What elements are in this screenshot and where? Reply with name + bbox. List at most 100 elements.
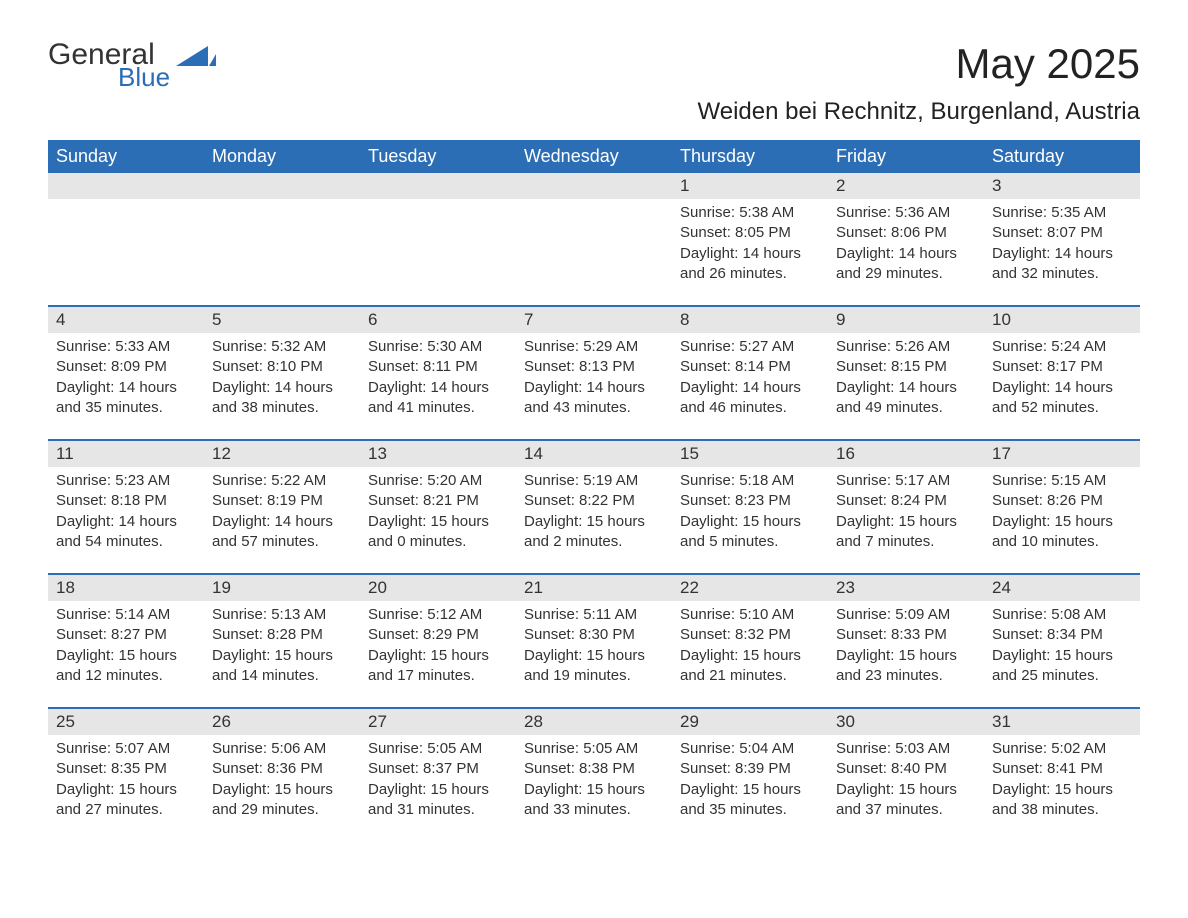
- day-line-sr: Sunrise: 5:05 AM: [524, 739, 664, 759]
- day-line-sr: Sunrise: 5:09 AM: [836, 605, 976, 625]
- day-cell: 1Sunrise: 5:38 AMSunset: 8:05 PMDaylight…: [672, 173, 828, 291]
- day-line-ss: Sunset: 8:19 PM: [212, 491, 352, 511]
- day-line-ss: Sunset: 8:22 PM: [524, 491, 664, 511]
- weekday-thursday: Thursday: [672, 140, 828, 173]
- day-line-sr: Sunrise: 5:06 AM: [212, 739, 352, 759]
- day-line-ss: Sunset: 8:39 PM: [680, 759, 820, 779]
- weekday-monday: Monday: [204, 140, 360, 173]
- day-number: 20: [360, 575, 516, 601]
- day-number: 25: [48, 709, 204, 735]
- day-cell: 15Sunrise: 5:18 AMSunset: 8:23 PMDayligh…: [672, 441, 828, 559]
- day-line-d1: Daylight: 14 hours: [836, 244, 976, 264]
- day-body: Sunrise: 5:06 AMSunset: 8:36 PMDaylight:…: [204, 735, 360, 822]
- day-line-d2: and 32 minutes.: [992, 264, 1132, 284]
- day-number: 16: [828, 441, 984, 467]
- day-cell: 29Sunrise: 5:04 AMSunset: 8:39 PMDayligh…: [672, 709, 828, 827]
- day-cell: 12Sunrise: 5:22 AMSunset: 8:19 PMDayligh…: [204, 441, 360, 559]
- day-line-ss: Sunset: 8:23 PM: [680, 491, 820, 511]
- day-cell: 18Sunrise: 5:14 AMSunset: 8:27 PMDayligh…: [48, 575, 204, 693]
- day-cell: [204, 173, 360, 291]
- day-line-d1: Daylight: 14 hours: [368, 378, 508, 398]
- weekday-header: SundayMondayTuesdayWednesdayThursdayFrid…: [48, 140, 1140, 173]
- day-line-d2: and 57 minutes.: [212, 532, 352, 552]
- day-line-ss: Sunset: 8:28 PM: [212, 625, 352, 645]
- day-cell: 27Sunrise: 5:05 AMSunset: 8:37 PMDayligh…: [360, 709, 516, 827]
- day-number: 7: [516, 307, 672, 333]
- day-line-sr: Sunrise: 5:15 AM: [992, 471, 1132, 491]
- day-body: Sunrise: 5:13 AMSunset: 8:28 PMDaylight:…: [204, 601, 360, 688]
- day-line-ss: Sunset: 8:30 PM: [524, 625, 664, 645]
- day-line-d1: Daylight: 15 hours: [836, 780, 976, 800]
- day-body: Sunrise: 5:36 AMSunset: 8:06 PMDaylight:…: [828, 199, 984, 286]
- day-line-d2: and 29 minutes.: [836, 264, 976, 284]
- day-line-sr: Sunrise: 5:13 AM: [212, 605, 352, 625]
- day-line-ss: Sunset: 8:29 PM: [368, 625, 508, 645]
- day-number: 22: [672, 575, 828, 601]
- day-line-sr: Sunrise: 5:03 AM: [836, 739, 976, 759]
- day-cell: 8Sunrise: 5:27 AMSunset: 8:14 PMDaylight…: [672, 307, 828, 425]
- day-body: Sunrise: 5:03 AMSunset: 8:40 PMDaylight:…: [828, 735, 984, 822]
- day-body: Sunrise: 5:29 AMSunset: 8:13 PMDaylight:…: [516, 333, 672, 420]
- day-cell: 28Sunrise: 5:05 AMSunset: 8:38 PMDayligh…: [516, 709, 672, 827]
- day-line-d1: Daylight: 15 hours: [56, 646, 196, 666]
- day-line-ss: Sunset: 8:07 PM: [992, 223, 1132, 243]
- day-cell: 10Sunrise: 5:24 AMSunset: 8:17 PMDayligh…: [984, 307, 1140, 425]
- day-cell: 9Sunrise: 5:26 AMSunset: 8:15 PMDaylight…: [828, 307, 984, 425]
- day-cell: 23Sunrise: 5:09 AMSunset: 8:33 PMDayligh…: [828, 575, 984, 693]
- day-line-d1: Daylight: 14 hours: [212, 378, 352, 398]
- day-number: 18: [48, 575, 204, 601]
- day-cell: 24Sunrise: 5:08 AMSunset: 8:34 PMDayligh…: [984, 575, 1140, 693]
- day-line-sr: Sunrise: 5:11 AM: [524, 605, 664, 625]
- day-number: 10: [984, 307, 1140, 333]
- day-line-d2: and 29 minutes.: [212, 800, 352, 820]
- day-body: Sunrise: 5:23 AMSunset: 8:18 PMDaylight:…: [48, 467, 204, 554]
- month-title: May 2025: [698, 40, 1141, 88]
- day-line-sr: Sunrise: 5:33 AM: [56, 337, 196, 357]
- week-row: 11Sunrise: 5:23 AMSunset: 8:18 PMDayligh…: [48, 439, 1140, 559]
- day-line-sr: Sunrise: 5:30 AM: [368, 337, 508, 357]
- day-body: Sunrise: 5:04 AMSunset: 8:39 PMDaylight:…: [672, 735, 828, 822]
- day-line-ss: Sunset: 8:35 PM: [56, 759, 196, 779]
- empty-day-bar: [204, 173, 360, 199]
- day-line-ss: Sunset: 8:09 PM: [56, 357, 196, 377]
- day-cell: 17Sunrise: 5:15 AMSunset: 8:26 PMDayligh…: [984, 441, 1140, 559]
- day-line-d2: and 27 minutes.: [56, 800, 196, 820]
- day-line-sr: Sunrise: 5:22 AM: [212, 471, 352, 491]
- day-body: Sunrise: 5:20 AMSunset: 8:21 PMDaylight:…: [360, 467, 516, 554]
- day-cell: 6Sunrise: 5:30 AMSunset: 8:11 PMDaylight…: [360, 307, 516, 425]
- day-line-d1: Daylight: 15 hours: [524, 646, 664, 666]
- day-body: Sunrise: 5:05 AMSunset: 8:38 PMDaylight:…: [516, 735, 672, 822]
- day-line-ss: Sunset: 8:26 PM: [992, 491, 1132, 511]
- day-body: Sunrise: 5:11 AMSunset: 8:30 PMDaylight:…: [516, 601, 672, 688]
- calendar: SundayMondayTuesdayWednesdayThursdayFrid…: [48, 140, 1140, 827]
- weekday-wednesday: Wednesday: [516, 140, 672, 173]
- day-number: 19: [204, 575, 360, 601]
- day-line-d2: and 25 minutes.: [992, 666, 1132, 686]
- day-body: Sunrise: 5:32 AMSunset: 8:10 PMDaylight:…: [204, 333, 360, 420]
- week-row: 25Sunrise: 5:07 AMSunset: 8:35 PMDayligh…: [48, 707, 1140, 827]
- day-cell: 13Sunrise: 5:20 AMSunset: 8:21 PMDayligh…: [360, 441, 516, 559]
- day-line-d2: and 38 minutes.: [992, 800, 1132, 820]
- day-body: Sunrise: 5:14 AMSunset: 8:27 PMDaylight:…: [48, 601, 204, 688]
- day-line-ss: Sunset: 8:36 PM: [212, 759, 352, 779]
- day-body: Sunrise: 5:27 AMSunset: 8:14 PMDaylight:…: [672, 333, 828, 420]
- weekday-tuesday: Tuesday: [360, 140, 516, 173]
- day-cell: [360, 173, 516, 291]
- day-cell: 11Sunrise: 5:23 AMSunset: 8:18 PMDayligh…: [48, 441, 204, 559]
- day-line-d2: and 35 minutes.: [56, 398, 196, 418]
- empty-day-bar: [516, 173, 672, 199]
- day-line-d1: Daylight: 14 hours: [992, 378, 1132, 398]
- day-line-ss: Sunset: 8:18 PM: [56, 491, 196, 511]
- day-line-ss: Sunset: 8:13 PM: [524, 357, 664, 377]
- day-line-ss: Sunset: 8:34 PM: [992, 625, 1132, 645]
- day-line-d2: and 31 minutes.: [368, 800, 508, 820]
- day-line-ss: Sunset: 8:27 PM: [56, 625, 196, 645]
- day-body: Sunrise: 5:10 AMSunset: 8:32 PMDaylight:…: [672, 601, 828, 688]
- logo-triangle-icon: [176, 44, 216, 70]
- day-number: 6: [360, 307, 516, 333]
- day-line-d2: and 46 minutes.: [680, 398, 820, 418]
- day-body: Sunrise: 5:18 AMSunset: 8:23 PMDaylight:…: [672, 467, 828, 554]
- day-line-ss: Sunset: 8:14 PM: [680, 357, 820, 377]
- day-line-d1: Daylight: 15 hours: [524, 512, 664, 532]
- day-line-ss: Sunset: 8:37 PM: [368, 759, 508, 779]
